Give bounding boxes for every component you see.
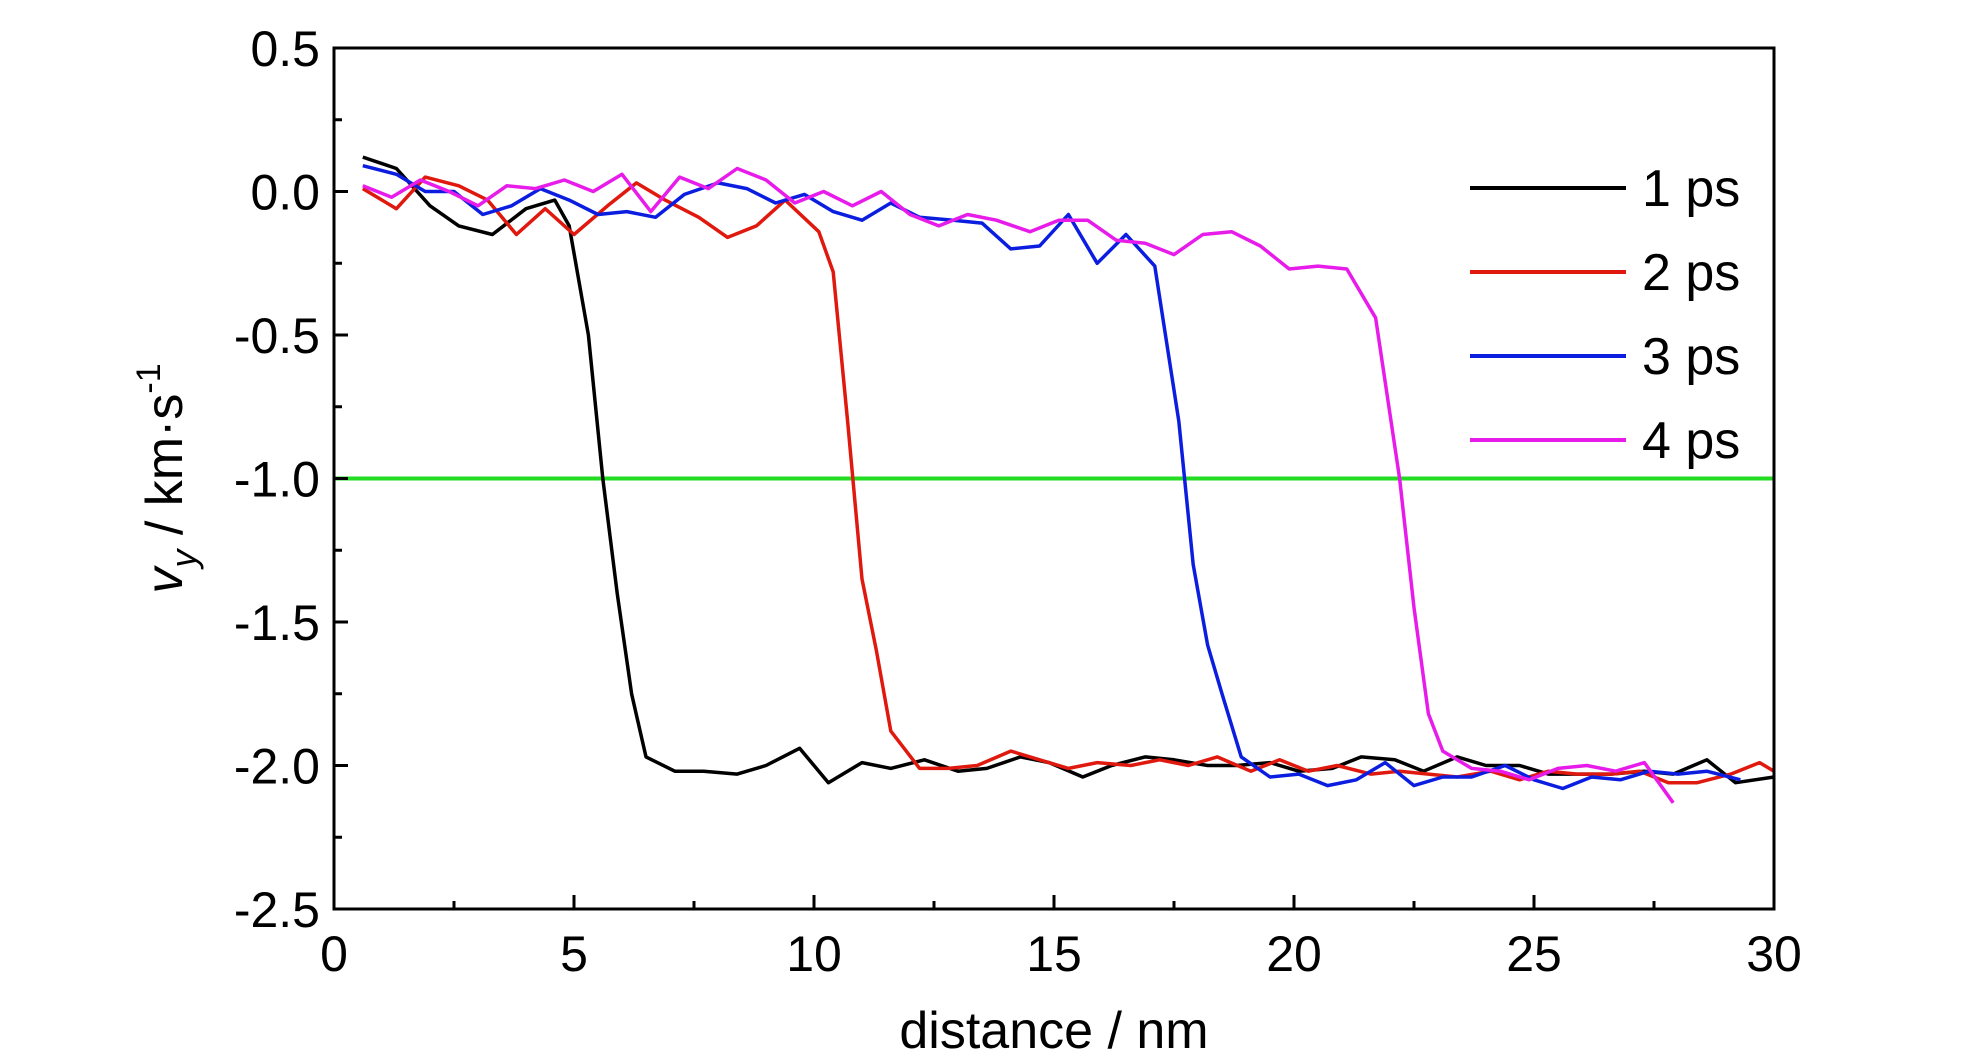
series-line-2 xyxy=(361,175,1775,785)
y-tick-label: 0.5 xyxy=(250,21,320,77)
y-tick-label: -2.0 xyxy=(234,739,320,795)
legend-label: 3 ps xyxy=(1642,328,1740,386)
y-tick-label: -0.5 xyxy=(234,308,320,364)
ticks-layer: 0 5 10 15 20 25 30 0.5 0.0 -0.5 -1.0 -1.5 -2.0 -2.5 xyxy=(234,21,1802,982)
x-tick-label: 5 xyxy=(560,926,588,982)
y-tick-label: -2.5 xyxy=(234,882,320,938)
x-tick-label: 10 xyxy=(786,926,842,982)
legend-label: 4 ps xyxy=(1642,412,1740,470)
x-tick-label: 15 xyxy=(1026,926,1082,982)
x-tick-label: 30 xyxy=(1746,926,1802,982)
y-tick-label: 0.0 xyxy=(250,165,320,221)
y-tick-label: -1.5 xyxy=(234,595,320,651)
y-axis-label: vy / km·s-1 xyxy=(130,363,204,593)
x-tick-label: 0 xyxy=(320,926,348,982)
x-axis-label: distance / nm xyxy=(899,1002,1208,1060)
y-axis-label-subscript: y xyxy=(163,548,204,571)
y-tick-label: -1.0 xyxy=(234,452,320,508)
y-axis-label-base: v xyxy=(136,565,194,594)
series-layer xyxy=(361,155,1775,804)
x-tick-label: 20 xyxy=(1266,926,1322,982)
legend: 1 ps 2 ps 3 ps 4 ps xyxy=(1470,160,1740,470)
series-line-4 xyxy=(362,166,1675,804)
series-line-3 xyxy=(362,164,1741,791)
legend-label: 2 ps xyxy=(1642,244,1740,302)
legend-label: 1 ps xyxy=(1642,160,1740,218)
y-axis-label-rest: / km·s xyxy=(136,394,194,550)
series-line-1 xyxy=(362,155,1775,785)
x-tick-label: 25 xyxy=(1506,926,1562,982)
y-axis-label-superscript: -1 xyxy=(130,363,168,393)
